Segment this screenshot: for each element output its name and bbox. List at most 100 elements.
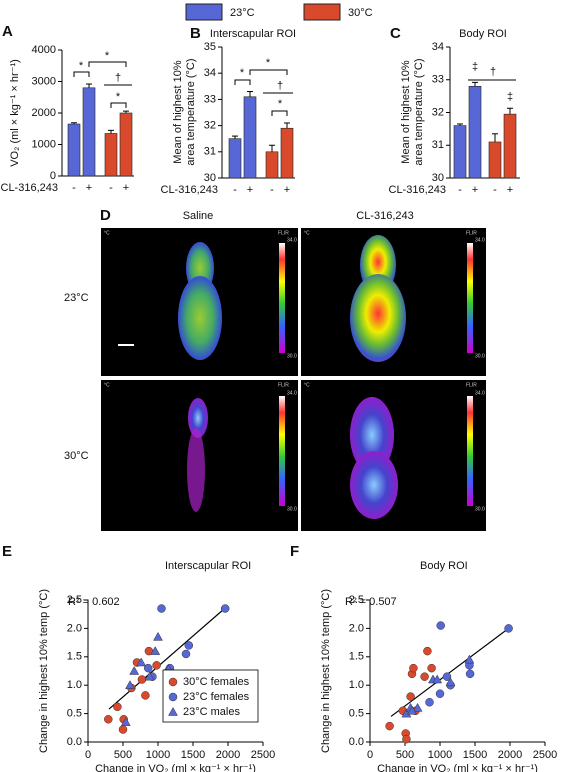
- brand: FLIR: [278, 230, 289, 236]
- significance-mark: †: [277, 80, 283, 92]
- x-tick-label: -: [233, 184, 237, 196]
- significance-bracket: [88, 61, 127, 67]
- unit: °C: [104, 230, 110, 236]
- x-tick-label: 500: [114, 749, 132, 761]
- y-tick-label: 4000: [32, 44, 56, 56]
- colorbar-label: 30.0: [287, 353, 297, 359]
- x-tick-label: +: [123, 182, 129, 194]
- point: [143, 663, 153, 673]
- x-tick-label: 500: [396, 749, 414, 761]
- point: [409, 663, 418, 673]
- y-tick-label: 31: [432, 139, 444, 151]
- significance-bracket: [73, 71, 90, 77]
- point: [153, 631, 163, 641]
- y-tick-label: 34: [204, 67, 216, 79]
- y-axis-label: area temperature (°C): [185, 58, 197, 165]
- brand: FLIR: [278, 382, 289, 388]
- bar: [67, 123, 81, 177]
- y-axis-label: Change in highest 10% temp (°C): [38, 589, 50, 753]
- x-tick-label: -: [72, 182, 76, 194]
- point: [184, 641, 194, 650]
- x-tick-label: -: [458, 184, 462, 196]
- mouse-heat: [350, 274, 406, 362]
- bar: [119, 112, 133, 177]
- bar: [280, 127, 294, 179]
- regression-line: [390, 627, 509, 717]
- y-tick-label: 0.5: [67, 708, 82, 720]
- point: [136, 657, 147, 667]
- y-axis-label: Mean of highest 10%: [172, 60, 184, 164]
- significance-mark: †: [115, 72, 121, 84]
- x-axis-label: Change in VO₂ (ml × kg⁻¹ × hr⁻¹): [95, 763, 256, 772]
- point: [141, 691, 150, 700]
- unit: °C: [304, 230, 310, 236]
- colorbar-label: 34.0: [475, 390, 485, 396]
- colorbar: [279, 243, 285, 353]
- significance-bracket: [271, 110, 288, 116]
- significance-bracket: [249, 69, 288, 75]
- bar: [468, 86, 482, 179]
- y-tick-label: 1.5: [349, 651, 364, 663]
- colorbar-label: 34.0: [287, 390, 297, 396]
- significance-bracket: [234, 79, 251, 85]
- legend-label: 30°C females: [183, 676, 250, 688]
- point: [445, 677, 456, 687]
- y-tick-label: 1.0: [349, 679, 364, 691]
- y-axis-label: Change in highest 10% temp (°C): [320, 589, 332, 753]
- x-tick-label: 0: [85, 749, 91, 761]
- colorbar: [467, 396, 473, 506]
- column-title: Saline: [183, 210, 214, 222]
- unit: °C: [104, 382, 110, 388]
- significance-mark: *: [79, 60, 84, 72]
- x-tick-label: 1000: [146, 749, 170, 761]
- point: [427, 663, 436, 673]
- colorbar-label: 34.0: [475, 237, 485, 243]
- point: [113, 702, 122, 712]
- significance-mark: *: [116, 91, 121, 103]
- y-axis-label: VO₂ (ml × kg⁻¹ × hr⁻¹): [9, 59, 21, 167]
- legend-swatch: [185, 3, 223, 21]
- point: [423, 646, 432, 656]
- point: [120, 717, 131, 726]
- bar: [453, 125, 467, 179]
- x-tick-label: +: [472, 184, 478, 196]
- legend-label: 23°C females: [183, 691, 250, 703]
- point: [129, 665, 140, 675]
- y-tick-label: 1.0: [67, 679, 82, 691]
- chart-title: Body ROI: [459, 28, 507, 40]
- point: [150, 646, 161, 655]
- brand: FLIR: [466, 230, 477, 236]
- y-tick-label: 2.0: [67, 622, 82, 634]
- significance-mark: *: [278, 98, 283, 110]
- y-tick-label: 2000: [32, 107, 56, 119]
- point: [435, 689, 445, 698]
- bar: [243, 96, 257, 179]
- colorbar-label: 30.0: [287, 506, 297, 512]
- row-label: 23°C: [64, 292, 89, 304]
- point: [406, 692, 415, 701]
- y-axis-label: Mean of highest 10%: [400, 60, 412, 164]
- y-tick-label: 2.5: [349, 594, 364, 606]
- bar: [265, 151, 279, 179]
- column-title: CL-316,243: [356, 210, 414, 222]
- point: [181, 649, 191, 659]
- significance-mark: ‡: [472, 61, 478, 73]
- x-tick-label: 2500: [251, 749, 275, 761]
- y-tick-label: 2.5: [67, 594, 82, 606]
- colorbar-label: 34.0: [287, 237, 297, 243]
- colorbar-label: 30.0: [475, 506, 485, 512]
- point: [144, 671, 155, 681]
- regression-line: [108, 606, 227, 710]
- panel-label: B: [190, 25, 201, 42]
- legend-marker: [168, 706, 178, 716]
- chart-title: Interscapular ROI: [210, 28, 296, 40]
- point: [152, 661, 161, 670]
- x-tick-label: 1500: [463, 749, 487, 761]
- x-axis-label: CL-316,243: [1, 182, 59, 194]
- legend-box: [162, 669, 259, 723]
- significance-mark: *: [240, 67, 245, 79]
- r-squared: R² = 0.507: [345, 596, 397, 608]
- x-axis-label: CL-316,243: [389, 184, 447, 196]
